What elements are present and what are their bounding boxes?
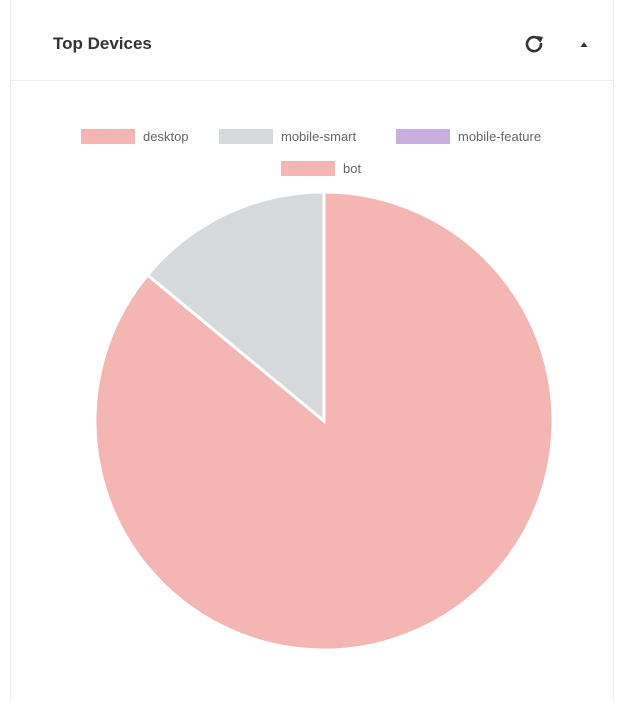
card-title: Top Devices <box>53 34 152 53</box>
refresh-button[interactable] <box>521 31 547 57</box>
legend-swatch <box>219 128 273 144</box>
legend-item-desktop[interactable]: desktop <box>81 127 189 145</box>
pie-chart <box>93 190 555 652</box>
legend-swatch <box>81 128 135 144</box>
legend-label: mobile-feature <box>458 128 542 144</box>
refresh-icon <box>525 35 543 53</box>
pie-slice-mobile-smart[interactable] <box>145 190 326 425</box>
caret-up-icon <box>580 42 588 47</box>
legend-label: mobile-smart <box>281 128 357 144</box>
legend-item-mobile-smart[interactable]: mobile-smart <box>219 127 356 145</box>
legend-label: desktop <box>143 128 189 144</box>
legend-label: bot <box>343 160 362 176</box>
collapse-button[interactable] <box>571 31 597 57</box>
legend-swatch <box>281 160 335 176</box>
top-devices-card: Top Devices desktop mobile-smart mobile-… <box>10 0 614 700</box>
legend-swatch <box>396 128 450 144</box>
card-header: Top Devices <box>11 0 613 81</box>
legend-item-mobile-feature[interactable]: mobile-feature <box>396 127 541 145</box>
legend-item-bot[interactable]: bot <box>281 159 361 177</box>
